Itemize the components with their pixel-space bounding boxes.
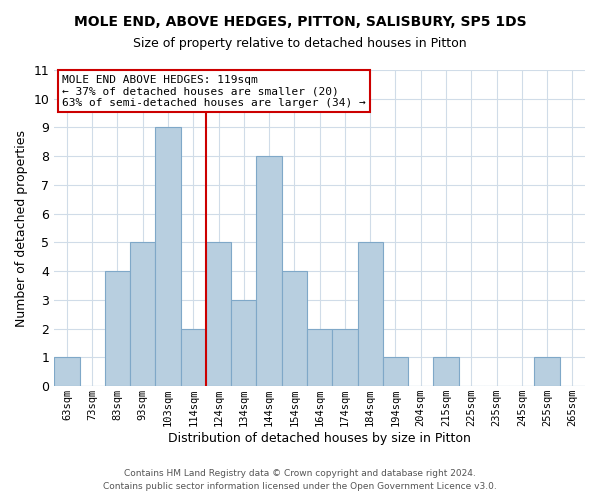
Bar [332, 328, 358, 386]
Text: Size of property relative to detached houses in Pitton: Size of property relative to detached ho… [133, 38, 467, 51]
Bar [181, 328, 206, 386]
Y-axis label: Number of detached properties: Number of detached properties [15, 130, 28, 326]
Bar [383, 358, 408, 386]
X-axis label: Distribution of detached houses by size in Pitton: Distribution of detached houses by size … [168, 432, 471, 445]
Bar [105, 271, 130, 386]
Bar [130, 242, 155, 386]
Bar [155, 128, 181, 386]
Text: MOLE END ABOVE HEDGES: 119sqm
← 37% of detached houses are smaller (20)
63% of s: MOLE END ABOVE HEDGES: 119sqm ← 37% of d… [62, 74, 366, 108]
Bar [358, 242, 383, 386]
Bar [231, 300, 256, 386]
Bar [206, 242, 231, 386]
Text: MOLE END, ABOVE HEDGES, PITTON, SALISBURY, SP5 1DS: MOLE END, ABOVE HEDGES, PITTON, SALISBUR… [74, 15, 526, 29]
Text: Contains public sector information licensed under the Open Government Licence v3: Contains public sector information licen… [103, 482, 497, 491]
Bar [433, 358, 458, 386]
Bar [54, 358, 80, 386]
Bar [282, 271, 307, 386]
Bar [307, 328, 332, 386]
Bar [535, 358, 560, 386]
Text: Contains HM Land Registry data © Crown copyright and database right 2024.: Contains HM Land Registry data © Crown c… [124, 468, 476, 477]
Bar [256, 156, 282, 386]
